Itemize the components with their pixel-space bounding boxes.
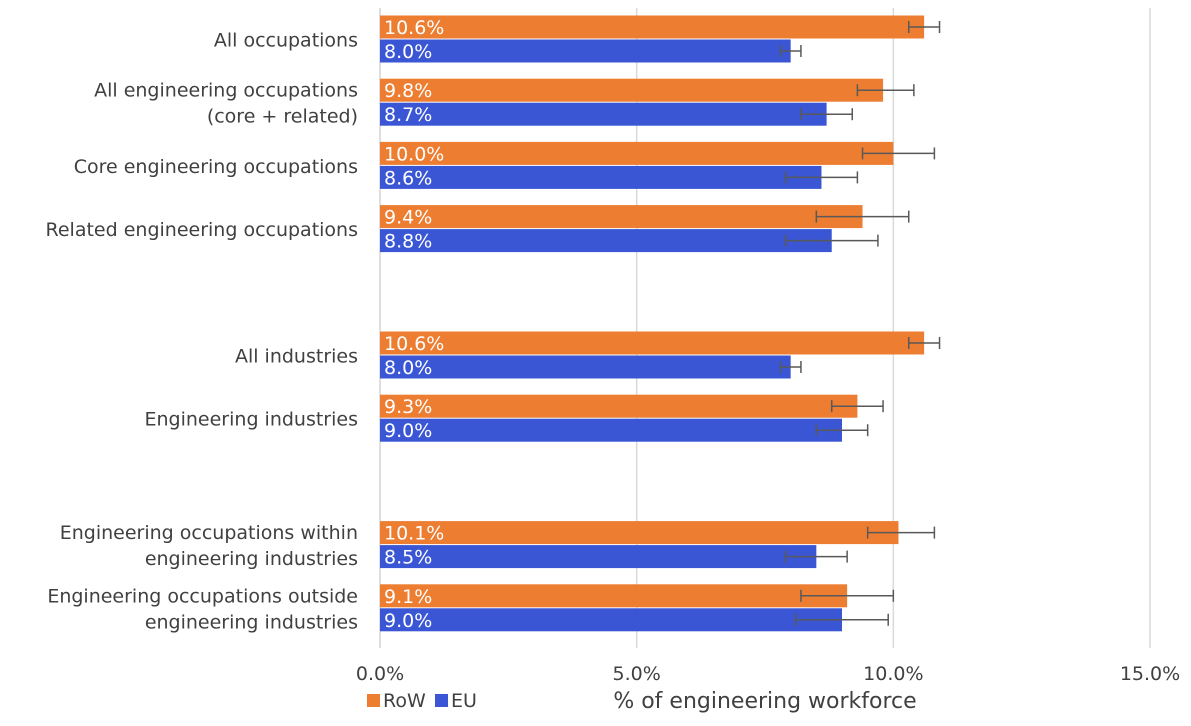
bar-data-label: 8.0% bbox=[384, 357, 432, 379]
legend-label: EU bbox=[451, 690, 477, 712]
bar-row bbox=[380, 142, 893, 165]
bar-row bbox=[380, 395, 857, 418]
bar-eu bbox=[380, 419, 842, 442]
bar-eu bbox=[380, 166, 821, 189]
bar-row bbox=[380, 584, 847, 607]
bar-data-label: 10.1% bbox=[384, 523, 444, 545]
bar-data-label: 8.8% bbox=[384, 231, 432, 253]
bar-row bbox=[380, 332, 924, 355]
category-label: Engineering occupations outside engineeri… bbox=[47, 585, 358, 633]
category-label: Engineering occupations within engineerin… bbox=[60, 522, 358, 570]
category-label: Related engineering occupations bbox=[46, 219, 358, 241]
x-axis-title: % of engineering workforce bbox=[613, 689, 916, 714]
bar-eu bbox=[380, 229, 832, 252]
bar-data-label: 10.0% bbox=[384, 143, 444, 165]
bar-data-label: 9.0% bbox=[384, 420, 432, 442]
bar-data-label: 9.0% bbox=[384, 610, 432, 632]
bar-data-label: 10.6% bbox=[384, 333, 444, 355]
bar-eu bbox=[380, 608, 842, 631]
x-tick-label: 0.0% bbox=[356, 663, 404, 685]
bar-data-label: 8.5% bbox=[384, 547, 432, 569]
x-axis-ticks: 0.0% 5.0% 10.0% 15.0% bbox=[356, 663, 1180, 685]
bars: 10.6%8.0%9.8%8.7%10.0%8.6%9.4%8.8%10.6%8… bbox=[380, 16, 940, 632]
bar-eu bbox=[380, 545, 816, 568]
bar-row bbox=[380, 79, 883, 102]
x-tick-label: 10.0% bbox=[863, 663, 923, 685]
bar-data-label: 9.8% bbox=[384, 80, 432, 102]
bar-data-label: 9.4% bbox=[384, 207, 432, 229]
legend-label: RoW bbox=[383, 690, 426, 712]
bar-eu bbox=[380, 356, 791, 379]
bar-eu bbox=[380, 103, 827, 126]
legend-swatch-eu bbox=[435, 694, 448, 707]
bar-eu bbox=[380, 40, 791, 63]
bar-data-label: 10.6% bbox=[384, 17, 444, 39]
bar-data-label: 9.3% bbox=[384, 396, 432, 418]
bar-data-label: 8.6% bbox=[384, 167, 432, 189]
bar-row bbox=[380, 205, 863, 228]
bar-data-label: 8.7% bbox=[384, 104, 432, 126]
x-tick-label: 15.0% bbox=[1120, 663, 1180, 685]
category-label: Core engineering occupations bbox=[74, 156, 358, 178]
legend: RoW EU bbox=[367, 690, 477, 712]
category-labels: All occupations All engineering occupatio… bbox=[46, 30, 358, 634]
bar-row bbox=[380, 521, 898, 544]
bar-data-label: 8.0% bbox=[384, 41, 432, 63]
legend-swatch-row bbox=[367, 694, 380, 707]
category-label: Engineering industries bbox=[145, 409, 359, 431]
category-label: All occupations bbox=[214, 30, 358, 52]
category-label: All industries bbox=[235, 346, 358, 368]
bar-row bbox=[380, 16, 924, 39]
bar-data-label: 9.1% bbox=[384, 586, 432, 608]
category-label: All engineering occupations (core + relat… bbox=[94, 80, 358, 128]
x-tick-label: 5.0% bbox=[613, 663, 661, 685]
